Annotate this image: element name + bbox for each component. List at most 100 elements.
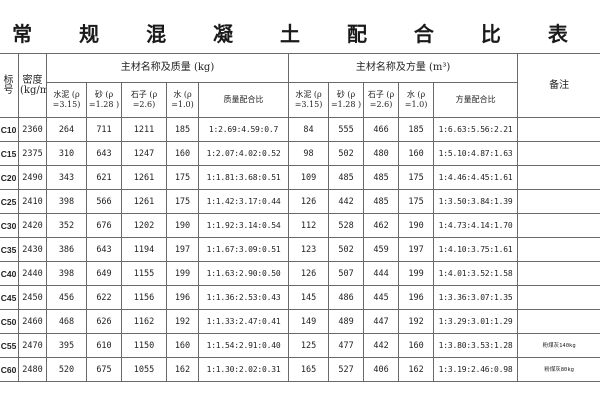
mass-cement-cell: 352 (46, 213, 87, 238)
density-cell: 2410 (18, 189, 47, 214)
volume-sand-cell: 502 (328, 141, 365, 166)
volume-ratio-cell: 1:4.46:4.45:1.61 (433, 165, 519, 190)
table-row: C25 2410 398 566 1261 175 1:1.42:3.17:0.… (0, 189, 600, 214)
volume-water-cell: 190 (398, 213, 435, 238)
header-grade: 标号 (0, 53, 19, 118)
header-volume-ratio: 方量配合比 (433, 82, 519, 118)
header-volume-cement: 水泥 (ρ =3.15) (288, 82, 330, 118)
table-row: C40 2440 398 649 1155 199 1:1.63:2.90:0.… (0, 261, 600, 286)
volume-water-cell: 185 (398, 117, 435, 142)
note-cell (517, 237, 600, 262)
grade-cell: C50 (0, 309, 19, 334)
volume-stone-cell: 485 (363, 165, 400, 190)
mass-ratio-cell: 1:1.67:3.09:0.51 (197, 237, 290, 262)
grade-cell: C55 (0, 333, 19, 358)
volume-ratio-cell: 1:3.80:3.53:1.28 (433, 333, 519, 358)
table-row: C10 2360 264 711 1211 185 1:2.69:4.59:0.… (0, 117, 600, 142)
volume-water-cell: 199 (398, 261, 435, 286)
mass-water-cell: 196 (166, 285, 199, 310)
grade-cell: C30 (0, 213, 19, 238)
mass-stone-cell: 1261 (121, 165, 167, 190)
header-row-top: 标号 密度 (kg/m³) 主材名称及质量 (kg) 主材名称及方量 (m³) … (0, 53, 600, 118)
mass-stone-cell: 1155 (121, 261, 167, 286)
mass-stone-cell: 1055 (121, 357, 167, 382)
mass-stone-cell: 1247 (121, 141, 167, 166)
mass-cement-cell: 398 (46, 189, 87, 214)
mass-sand-cell: 649 (86, 261, 122, 286)
volume-water-cell: 160 (398, 141, 435, 166)
header-mass-cement: 水泥 (ρ =3.15) (46, 82, 87, 118)
mass-sand-cell: 622 (86, 285, 122, 310)
grade-cell: C40 (0, 261, 19, 286)
mass-sand-cell: 566 (86, 189, 122, 214)
volume-ratio-cell: 1:3.50:3.84:1.39 (433, 189, 519, 214)
page-title: 常 规 混 凝 土 配 合 比 表 (12, 22, 588, 46)
volume-cement-cell: 126 (288, 189, 330, 214)
table-row: C30 2420 352 676 1202 190 1:1.92:3.14:0.… (0, 213, 600, 238)
mass-water-cell: 197 (166, 237, 199, 262)
mass-cement-cell: 520 (46, 357, 87, 382)
mass-ratio-cell: 1:1.36:2.53:0.43 (197, 285, 290, 310)
mass-sand-cell: 676 (86, 213, 122, 238)
volume-stone-cell: 447 (363, 309, 400, 334)
volume-stone-cell: 445 (363, 285, 400, 310)
volume-stone-cell: 406 (363, 357, 400, 382)
volume-sand-cell: 555 (328, 117, 365, 142)
density-cell: 2480 (18, 357, 47, 382)
density-cell: 2420 (18, 213, 47, 238)
table-row: C55 2470 395 610 1150 160 1:1.54:2.91:0.… (0, 333, 600, 358)
grade-cell: C10 (0, 117, 19, 142)
density-cell: 2490 (18, 165, 47, 190)
volume-water-cell: 175 (398, 165, 435, 190)
grade-cell: C60 (0, 357, 19, 382)
volume-stone-cell: 459 (363, 237, 400, 262)
mass-ratio-cell: 1:1.30:2.02:0.31 (197, 357, 290, 382)
note-cell (517, 285, 600, 310)
volume-water-cell: 175 (398, 189, 435, 214)
mass-water-cell: 192 (166, 309, 199, 334)
table-row: C45 2450 456 622 1156 196 1:1.36:2.53:0.… (0, 285, 600, 310)
header-volume-stone: 石子 (ρ =2.6) (363, 82, 400, 118)
mass-cement-cell: 386 (46, 237, 87, 262)
table-row: C35 2430 386 643 1194 197 1:1.67:3.09:0.… (0, 237, 600, 262)
volume-sand-cell: 502 (328, 237, 365, 262)
volume-ratio-cell: 1:3.36:3.07:1.35 (433, 285, 519, 310)
mass-stone-cell: 1156 (121, 285, 167, 310)
mass-cement-cell: 398 (46, 261, 87, 286)
density-cell: 2430 (18, 237, 47, 262)
mass-stone-cell: 1194 (121, 237, 167, 262)
volume-cement-cell: 125 (288, 333, 330, 358)
note-cell (517, 165, 600, 190)
volume-water-cell: 160 (398, 333, 435, 358)
mass-stone-cell: 1261 (121, 189, 167, 214)
note-cell (517, 117, 600, 142)
header-volume-group: 主材名称及方量 (m³) (288, 53, 519, 83)
volume-water-cell: 192 (398, 309, 435, 334)
volume-ratio-cell: 1:3.29:3.01:1.29 (433, 309, 519, 334)
note-cell: 粉煤灰80kg (517, 357, 600, 382)
mass-ratio-cell: 1:2.69:4.59:0.7 (197, 117, 290, 142)
mass-stone-cell: 1211 (121, 117, 167, 142)
mass-water-cell: 160 (166, 141, 199, 166)
header-row-sub: 水泥 (ρ =3.15) 砂 (ρ =1.28 ) 石子 (ρ =2.6) 水 … (0, 82, 600, 118)
mass-cement-cell: 343 (46, 165, 87, 190)
volume-cement-cell: 84 (288, 117, 330, 142)
mass-water-cell: 162 (166, 357, 199, 382)
table-row: C15 2375 310 643 1247 160 1:2.07:4.02:0.… (0, 141, 600, 166)
mass-ratio-cell: 1:1.92:3.14:0.54 (197, 213, 290, 238)
mass-sand-cell: 711 (86, 117, 122, 142)
mass-ratio-cell: 1:1.42:3.17:0.44 (197, 189, 290, 214)
header-mass-stone: 石子 (ρ =2.6) (121, 82, 167, 118)
note-cell (517, 309, 600, 334)
grade-cell: C25 (0, 189, 19, 214)
header-mass-sand: 砂 (ρ =1.28 ) (86, 82, 122, 118)
density-cell: 2375 (18, 141, 47, 166)
volume-sand-cell: 477 (328, 333, 365, 358)
volume-ratio-cell: 1:4.01:3.52:1.58 (433, 261, 519, 286)
volume-stone-cell: 444 (363, 261, 400, 286)
volume-ratio-cell: 1:6.63:5.56:2.21 (433, 117, 519, 142)
volume-water-cell: 197 (398, 237, 435, 262)
volume-stone-cell: 442 (363, 333, 400, 358)
mass-cement-cell: 395 (46, 333, 87, 358)
mass-cement-cell: 456 (46, 285, 87, 310)
